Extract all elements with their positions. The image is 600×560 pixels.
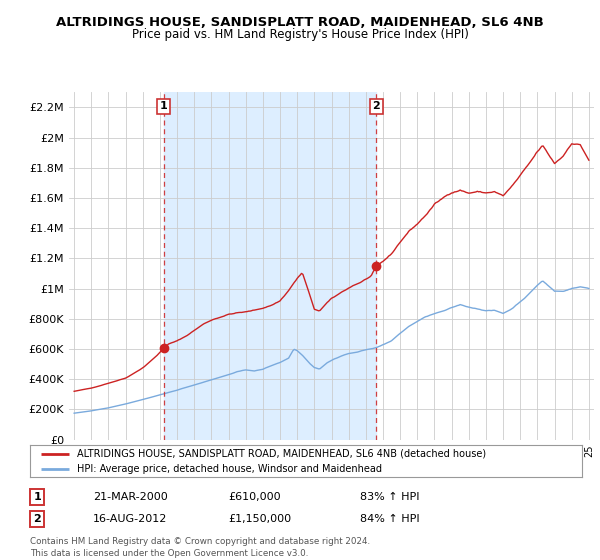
Text: Contains HM Land Registry data © Crown copyright and database right 2024.
This d: Contains HM Land Registry data © Crown c…: [30, 537, 370, 558]
Text: ALTRIDINGS HOUSE, SANDISPLATT ROAD, MAIDENHEAD, SL6 4NB: ALTRIDINGS HOUSE, SANDISPLATT ROAD, MAID…: [56, 16, 544, 29]
Text: 84% ↑ HPI: 84% ↑ HPI: [360, 514, 419, 524]
Bar: [164, 92, 376, 440]
Text: ALTRIDINGS HOUSE, SANDISPLATT ROAD, MAIDENHEAD, SL6 4NB (detached house): ALTRIDINGS HOUSE, SANDISPLATT ROAD, MAID…: [77, 449, 486, 459]
Text: 16-AUG-2012: 16-AUG-2012: [93, 514, 167, 524]
Text: 1: 1: [34, 492, 41, 502]
Text: 83% ↑ HPI: 83% ↑ HPI: [360, 492, 419, 502]
Text: 2: 2: [34, 514, 41, 524]
Text: £1,150,000: £1,150,000: [228, 514, 291, 524]
Text: HPI: Average price, detached house, Windsor and Maidenhead: HPI: Average price, detached house, Wind…: [77, 464, 382, 474]
Text: £610,000: £610,000: [228, 492, 281, 502]
Text: Price paid vs. HM Land Registry's House Price Index (HPI): Price paid vs. HM Land Registry's House …: [131, 28, 469, 41]
Text: 2: 2: [373, 101, 380, 111]
Text: 21-MAR-2000: 21-MAR-2000: [93, 492, 168, 502]
Text: 1: 1: [160, 101, 167, 111]
